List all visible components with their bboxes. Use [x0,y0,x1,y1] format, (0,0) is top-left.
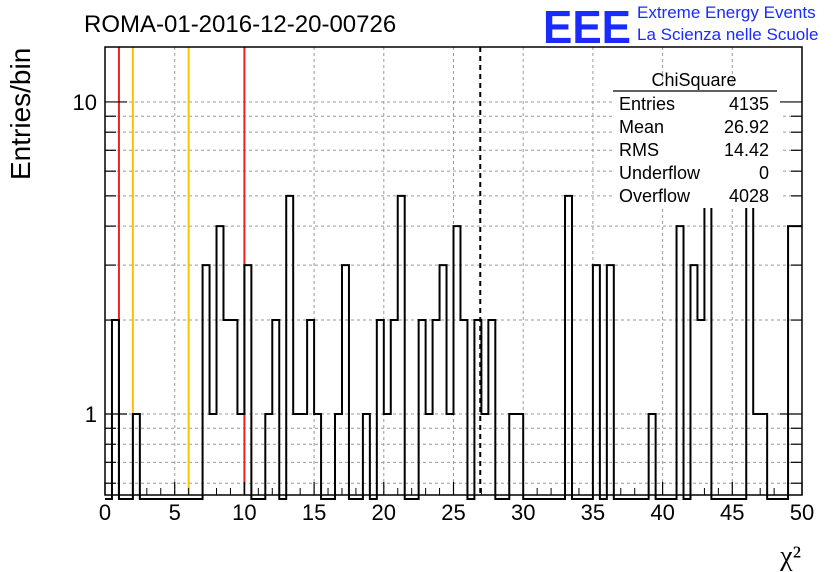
histogram-bin [377,320,384,495]
histogram-bin [607,265,614,495]
x-tick-label: 45 [720,500,744,525]
x-tick-label: 35 [581,500,605,525]
histogram-bin [391,320,398,495]
x-tick-label: 5 [169,500,181,525]
histogram-bin [398,196,405,495]
histogram-bin [697,320,704,495]
y-axis-title: Entries/bin [5,48,36,180]
x-tick-label: 10 [232,500,256,525]
x-tick-label: 30 [511,500,535,525]
logo-line-1: Extreme Energy Events [637,3,816,22]
x-tick-label: 40 [650,500,674,525]
y-tick-labels: 1 10 [73,90,97,427]
stats-underflow-label: Underflow [619,163,701,183]
histogram-bin [223,320,230,495]
chart-title: ROMA-01-2016-12-20-00726 [84,11,396,38]
axis-ticks [104,101,803,495]
stats-overflow-value: 4028 [729,186,769,206]
stats-rms-value: 14.42 [724,140,769,160]
histogram-bin [565,196,572,495]
x-tick-labels: 0 5 10 15 20 25 30 35 40 45 50 [99,500,814,525]
histogram-bin [203,265,210,495]
histogram-bin [286,196,293,495]
logo-line-2: La Scienza nelle Scuole [637,25,818,44]
histogram-bin [593,265,600,495]
histogram-series [105,131,802,500]
histogram-bin [112,320,119,495]
stats-entries-label: Entries [619,94,675,114]
stats-box-background [612,86,780,208]
stats-mean-value: 26.92 [724,117,769,137]
eee-logo: EEE Extreme Energy Events La Scienza nel… [543,1,818,53]
histogram-bin [677,226,684,495]
stats-underflow-value: 0 [759,163,769,183]
histogram-bin [217,226,224,495]
stats-rms-label: RMS [619,140,659,160]
histogram-bin [460,320,467,495]
stats-title: ChiSquare [651,70,736,90]
histogram-bin [244,265,251,495]
y-tick-label: 10 [73,90,97,115]
stats-mean-label: Mean [619,117,664,137]
histogram-bin [454,226,461,495]
x-tick-label: 0 [99,500,111,525]
histogram-bin [433,320,440,495]
histogram-bin [230,320,237,495]
stats-entries-value: 4135 [729,94,769,114]
x-tick-label: 20 [372,500,396,525]
stats-box: ChiSquare Entries 4135 Mean 26.92 RMS 14… [612,70,780,208]
stats-overflow-label: Overflow [619,186,691,206]
histogram-bin [307,320,314,495]
histogram-bin [690,265,697,495]
x-axis-title: χ² [779,541,801,572]
histogram-outline [105,131,802,500]
logo-letters: EEE [543,1,631,53]
histogram-bin [788,226,795,495]
histogram-bin [795,226,802,495]
x-tick-label: 25 [441,500,465,525]
y-tick-label: 1 [85,402,97,427]
x-tick-label: 15 [302,500,326,525]
x-tick-label: 50 [790,500,814,525]
histogram-bin [704,171,711,495]
histogram-bin [488,320,495,495]
histogram-bin [440,265,447,495]
histogram-bin [342,265,349,495]
histogram-bin [419,320,426,495]
histogram-bin [272,320,279,495]
